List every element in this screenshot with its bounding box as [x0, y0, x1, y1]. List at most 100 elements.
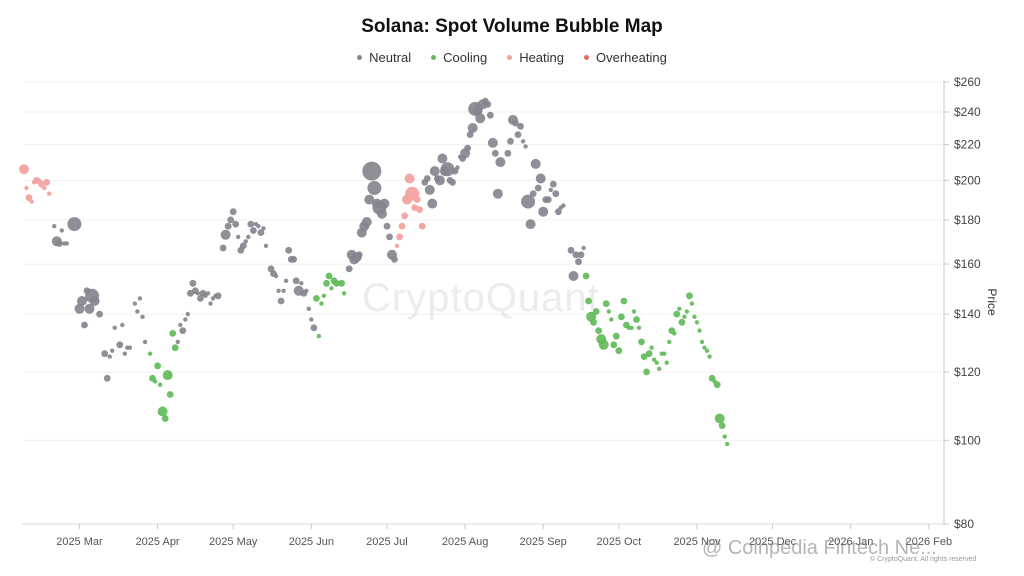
bubble-point[interactable]: [525, 219, 536, 230]
bubble-point[interactable]: [338, 279, 345, 287]
bubble-point[interactable]: [306, 306, 311, 311]
bubble-point[interactable]: [154, 362, 162, 370]
bubble-point[interactable]: [321, 293, 327, 298]
bubble-point[interactable]: [246, 234, 251, 240]
bubble-point[interactable]: [555, 208, 562, 216]
bubble-point[interactable]: [549, 180, 557, 188]
bubble-point[interactable]: [534, 184, 542, 192]
bubble-point[interactable]: [521, 194, 536, 209]
bubble-point[interactable]: [110, 348, 115, 353]
bubble-point[interactable]: [276, 288, 281, 293]
bubble-point[interactable]: [434, 175, 445, 186]
bubble-point[interactable]: [486, 111, 494, 119]
bubble-point[interactable]: [319, 301, 324, 306]
bubble-point[interactable]: [81, 321, 88, 329]
bubble-point[interactable]: [96, 310, 103, 318]
bubble-point[interactable]: [423, 175, 431, 182]
bubble-point[interactable]: [464, 144, 471, 152]
bubble-point[interactable]: [718, 422, 726, 429]
bubble-point[interactable]: [283, 278, 289, 283]
bubble-point[interactable]: [116, 341, 124, 349]
bubble-point[interactable]: [376, 208, 387, 219]
bubble-point[interactable]: [704, 348, 710, 353]
bubble-point[interactable]: [686, 292, 693, 300]
bubble-point[interactable]: [585, 297, 592, 305]
bubble-point[interactable]: [281, 288, 286, 293]
bubble-point[interactable]: [179, 327, 187, 334]
bubble-point[interactable]: [152, 379, 158, 384]
bubble-point[interactable]: [467, 123, 478, 133]
bubble-point[interactable]: [277, 297, 285, 305]
bubble-point[interactable]: [678, 318, 686, 326]
bubble-point[interactable]: [310, 324, 318, 332]
bubble-point[interactable]: [702, 345, 707, 350]
bubble-point[interactable]: [107, 354, 112, 359]
bubble-point[interactable]: [263, 243, 269, 248]
bubble-point[interactable]: [157, 382, 163, 387]
bubble-point[interactable]: [592, 308, 600, 315]
bubble-point[interactable]: [367, 181, 382, 195]
bubble-point[interactable]: [529, 190, 537, 198]
bubble-point[interactable]: [161, 415, 169, 422]
bubble-point[interactable]: [236, 234, 241, 240]
bubble-point[interactable]: [127, 345, 133, 350]
bubble-point[interactable]: [135, 309, 140, 314]
bubble-point[interactable]: [610, 341, 618, 349]
bubble-point[interactable]: [572, 251, 580, 259]
bubble-point[interactable]: [257, 229, 265, 237]
bubble-point[interactable]: [398, 222, 406, 230]
bubble-point[interactable]: [103, 374, 111, 382]
bubble-point[interactable]: [424, 184, 435, 195]
bubble-point[interactable]: [219, 244, 227, 252]
bubble-point[interactable]: [43, 178, 51, 186]
bubble-point[interactable]: [725, 441, 730, 447]
bubble-point[interactable]: [561, 203, 566, 208]
bubble-point[interactable]: [449, 178, 456, 186]
bubble-point[interactable]: [662, 351, 667, 356]
bubble-point[interactable]: [590, 318, 597, 326]
bubble-point[interactable]: [682, 314, 687, 319]
bubble-point[interactable]: [512, 119, 519, 127]
bubble-point[interactable]: [507, 137, 514, 145]
bubble-point[interactable]: [620, 297, 628, 305]
bubble-point[interactable]: [313, 295, 320, 302]
bubble-point[interactable]: [229, 208, 237, 216]
bubble-point[interactable]: [664, 360, 669, 365]
bubble-point[interactable]: [692, 314, 697, 319]
bubble-point[interactable]: [243, 239, 248, 244]
bubble-point[interactable]: [684, 309, 690, 314]
bubble-point[interactable]: [672, 331, 677, 336]
bubble-point[interactable]: [523, 144, 528, 149]
bubble-point[interactable]: [582, 272, 590, 280]
bubble-point[interactable]: [132, 301, 138, 306]
legend-item-cooling[interactable]: Cooling: [431, 50, 487, 65]
bubble-point[interactable]: [59, 228, 64, 233]
bubble-point[interactable]: [552, 190, 560, 198]
bubble-point[interactable]: [256, 224, 261, 229]
bubble-point[interactable]: [629, 325, 634, 330]
bubble-point[interactable]: [239, 242, 247, 250]
bubble-point[interactable]: [379, 198, 390, 209]
bubble-point[interactable]: [208, 301, 213, 306]
bubble-point[interactable]: [475, 113, 486, 124]
bubble-point[interactable]: [166, 391, 174, 398]
bubble-point[interactable]: [273, 273, 279, 279]
bubble-point[interactable]: [697, 328, 702, 333]
bubble-point[interactable]: [84, 303, 95, 314]
bubble-point[interactable]: [316, 334, 322, 339]
bubble-point[interactable]: [362, 161, 382, 181]
bubble-point[interactable]: [137, 296, 143, 301]
bubble-point[interactable]: [673, 310, 681, 318]
bubble-point[interactable]: [290, 256, 298, 263]
bubble-point[interactable]: [401, 212, 408, 220]
bubble-point[interactable]: [714, 413, 725, 424]
bubble-point[interactable]: [185, 311, 190, 317]
bubble-point[interactable]: [598, 339, 609, 350]
bubble-point[interactable]: [120, 322, 125, 328]
bubble-point[interactable]: [643, 368, 650, 376]
bubble-point[interactable]: [52, 224, 57, 229]
bubble-point[interactable]: [189, 279, 197, 287]
bubble-point[interactable]: [67, 217, 82, 232]
bubble-point[interactable]: [183, 317, 188, 322]
bubble-point[interactable]: [689, 301, 695, 306]
